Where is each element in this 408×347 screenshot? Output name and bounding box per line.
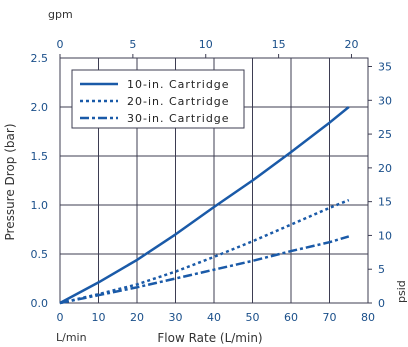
x-tick-label: 80 (361, 311, 375, 324)
y-axis-title: Pressure Drop (bar) (3, 123, 17, 240)
x-tick-label: 50 (246, 311, 260, 324)
top-tick-label: 15 (272, 38, 286, 51)
right-tick-label: 20 (378, 162, 392, 175)
legend-label-20-in: 20-in. Cartridge (127, 95, 230, 108)
secondary-y-axis-label: psid (395, 280, 408, 303)
ticks-layer: 0 10 20 30 40 50 60 70 800.00.51.01.52.02.50 5 10 1… (31, 38, 393, 324)
x-tick-label: 0 (57, 311, 64, 324)
y-tick-label: 2.0 (31, 101, 49, 114)
y-tick-label: 0.5 (31, 248, 49, 261)
legend-label-10-in: 10-in. Cartridge (127, 78, 230, 91)
top-tick-label: 0 (57, 38, 64, 51)
y-tick-label: 1.5 (31, 150, 49, 163)
right-tick-label: 0 (378, 297, 385, 310)
x-tick-label: 10 (92, 311, 106, 324)
secondary-x-axis-label: gpm (48, 8, 73, 21)
y-tick-label: 1.0 (31, 199, 49, 212)
legend: 10-in. Cartridge 20-in. Cartridge 30-in.… (71, 69, 245, 129)
x-tick-label: 60 (284, 311, 298, 324)
right-tick-label: 25 (378, 128, 392, 141)
x-axis-title: Flow Rate (L/min) (157, 331, 262, 345)
right-tick-label: 35 (378, 61, 392, 74)
x-tick-label: 20 (130, 311, 144, 324)
legend-label-30-in: 30-in. Cartridge (127, 112, 230, 125)
x-tick-label: 70 (323, 311, 337, 324)
x-tick-label: 30 (169, 311, 183, 324)
series-line-20-in (59, 198, 350, 305)
series-line-30-in (59, 235, 350, 305)
top-tick-label: 20 (344, 38, 358, 51)
x-axis-unit-label: L/min (56, 331, 87, 344)
series-line-10-in (59, 106, 350, 305)
right-tick-label: 10 (378, 229, 392, 242)
right-tick-label: 30 (378, 94, 392, 107)
x-tick-label: 40 (207, 311, 221, 324)
right-tick-label: 5 (378, 263, 385, 276)
right-tick-label: 15 (378, 196, 392, 209)
y-tick-label: 0.0 (31, 297, 49, 310)
series-layer (59, 106, 350, 305)
top-tick-label: 5 (129, 38, 136, 51)
y-tick-label: 2.5 (31, 52, 49, 65)
top-tick-label: 10 (199, 38, 213, 51)
